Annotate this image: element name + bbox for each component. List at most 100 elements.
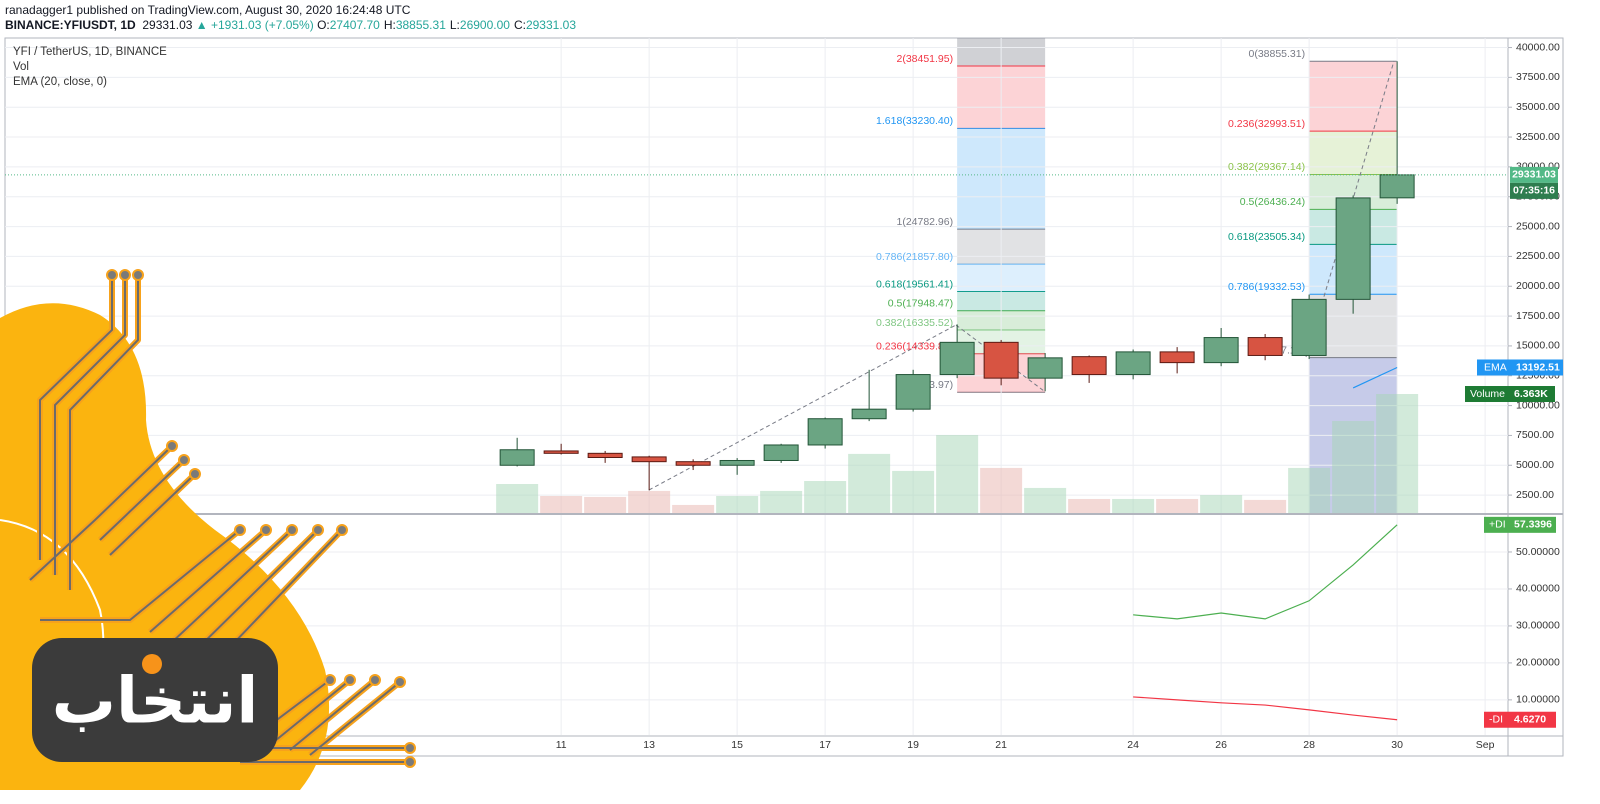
fib-label: 0.382(29367.14): [1228, 161, 1305, 173]
candle-body: [807, 418, 843, 446]
x-tick-label: 17: [819, 739, 831, 751]
countdown-badge-bg: [1510, 182, 1558, 199]
di-line: [1133, 696, 1398, 721]
last-price-badge-bg: [1510, 166, 1558, 183]
ohlc-value: 27407.70: [329, 18, 380, 32]
candle-body: [1071, 356, 1107, 376]
di-badge-value: 57.3396: [1514, 519, 1552, 531]
circuit-pads: [106, 269, 416, 768]
di-badge-value: 4.6270: [1514, 714, 1546, 726]
y-tick-label: 15000.00: [1516, 340, 1560, 352]
candle-body: [851, 408, 887, 420]
y-tick-label: 35000.00: [1516, 101, 1560, 113]
volume-bar: [760, 490, 803, 513]
volume-bar: [1376, 394, 1419, 513]
fib-label: 0.786(21857.80): [876, 251, 953, 263]
volume-bar: [496, 484, 539, 513]
grid-layer: [5, 38, 1508, 735]
x-tick-label: 11: [556, 739, 567, 751]
volume-bar: [804, 481, 847, 513]
volume-bar: [1288, 467, 1331, 513]
candle-body: [719, 459, 755, 466]
mark-layer: 11 13 15 17 19 21 24 26 28 30 Sep 2500.00 5000.00 750…: [5, 41, 1563, 751]
candle-body: [1335, 197, 1371, 300]
x-tick-label: 13: [643, 739, 655, 751]
x-tick-label: 19: [907, 739, 919, 751]
x-tick-label: 21: [995, 739, 1007, 751]
y-tick-label: 40000.00: [1516, 41, 1560, 53]
y-tick-label: 7500.00: [1516, 429, 1554, 441]
volume-bar: [1200, 495, 1243, 513]
volume-bar: [716, 495, 759, 513]
symbol: BINANCE:YFIUSDT, 1D: [5, 18, 136, 32]
candle-body: [763, 444, 799, 461]
fib-label: 0.786(19332.53): [1228, 281, 1305, 293]
fib-label: 0.236(14339.87): [876, 341, 953, 353]
fib-label: 2(38451.95): [896, 53, 953, 65]
fib-layer: [957, 38, 1398, 513]
ema-badge-bg: [1477, 359, 1563, 376]
ema-badge-value: 13192.51: [1516, 361, 1560, 373]
candle-body: [983, 341, 1019, 379]
logo-badge: [32, 638, 278, 762]
y-tick-label: 40.00000: [1516, 583, 1560, 595]
fib-label: 1.618(33230.40): [876, 115, 953, 127]
x-tick-label: 28: [1303, 739, 1315, 751]
volume-bar: [672, 504, 715, 513]
candle-body: [1115, 351, 1151, 376]
fib-label: 0.5(26436.24): [1240, 196, 1305, 208]
last-price: 29331.03: [142, 18, 193, 32]
y-tick-label: 32500.00: [1516, 131, 1560, 143]
ohlc-key: O:: [317, 18, 330, 32]
x-tick-label: 26: [1215, 739, 1227, 751]
volume-bar: [1156, 498, 1199, 513]
ohlc-value: 26900.00: [459, 18, 510, 32]
y-tick-label: 30.00000: [1516, 620, 1560, 632]
candle-body: [675, 461, 711, 466]
volume-layer: [496, 394, 1419, 513]
legend-ema: EMA (20, close, 0): [13, 76, 107, 88]
ohlc-value: 38855.31: [395, 18, 446, 32]
di-badge-bg: [1484, 711, 1556, 728]
di-badge-name: -DI: [1489, 714, 1503, 726]
di-line: [1133, 524, 1398, 620]
volume-bar: [980, 467, 1023, 513]
fib-label: 0.236(32993.51): [1228, 118, 1305, 130]
ohlc-key: C:: [513, 18, 526, 32]
ohlc-value: 29331.03: [525, 18, 577, 32]
y-tick-label: 10000.00: [1516, 399, 1560, 411]
legend-vol: Vol: [13, 61, 29, 73]
y-tick-label: 20000.00: [1516, 280, 1560, 292]
logo: انتخاب: [0, 269, 416, 790]
x-tick-label: Sep: [1476, 739, 1495, 751]
ohlc-key: H:: [383, 18, 396, 32]
volume-bar: [1244, 499, 1287, 513]
candle-body: [1291, 298, 1327, 356]
symbol-line: BINANCE:YFIUSDT, 1D 29331.03 ▲ +1931.03 …: [5, 18, 580, 32]
fib-label: 1(24782.96): [896, 216, 953, 228]
y-tick-label: 22500.00: [1516, 250, 1560, 262]
fib-trend: [955, 324, 1045, 392]
volume-badge-value: 6.363K: [1514, 388, 1548, 400]
x-tick-label: 24: [1127, 739, 1139, 751]
y-tick-label: 37500.00: [1516, 71, 1560, 83]
y-tick-label: 17500.00: [1516, 310, 1560, 322]
ohlc-key: L:: [449, 18, 460, 32]
volume-bar: [584, 496, 627, 513]
di-badge-name: +DI: [1489, 519, 1506, 531]
countdown-badge: 07:35:16: [1513, 185, 1555, 197]
price-change: ▲ +1931.03 (+7.05%): [195, 18, 314, 32]
candle-body: [895, 374, 931, 410]
y-tick-label: 2500.00: [1516, 489, 1554, 501]
fib-label: 0.5(17948.47): [888, 298, 953, 310]
y-tick-label: 20.00000: [1516, 657, 1560, 669]
y-tick-label: 5000.00: [1516, 459, 1554, 471]
fib-label: 0(38855.31): [1248, 48, 1305, 60]
x-tick-label: 15: [731, 739, 743, 751]
y-tick-label: 10.00000: [1516, 694, 1560, 706]
candle-body: [1027, 357, 1063, 379]
volume-bar: [1332, 420, 1375, 513]
ema-line: [1352, 366, 1398, 389]
publish-line: ranadagger1 published on TradingView.com…: [5, 3, 411, 17]
